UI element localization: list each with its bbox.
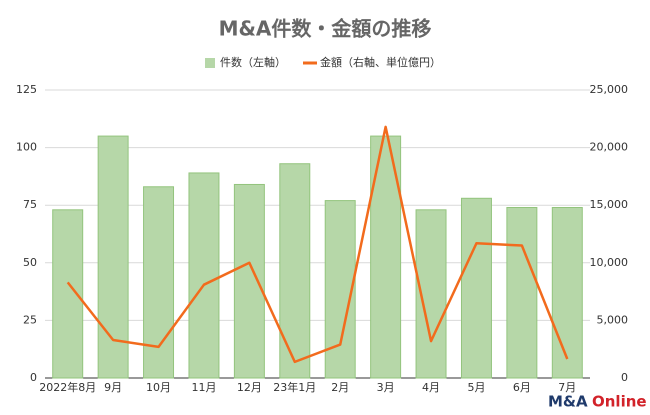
bar — [551, 207, 583, 379]
x-tick-label: 6月 — [513, 381, 531, 394]
y2-tick-label: 25,000 — [590, 83, 629, 96]
legend-label: 件数（左軸） — [220, 55, 286, 69]
x-tick-label: 11月 — [191, 381, 216, 394]
logo-part: M&A — [548, 393, 588, 411]
y2-tick-label: 20,000 — [590, 141, 629, 154]
bar — [188, 172, 220, 379]
x-tick-label: 5月 — [467, 381, 485, 394]
x-tick-label: 23年1月 — [273, 380, 316, 394]
y-tick-label: 75 — [23, 198, 37, 211]
y-tick-label: 50 — [23, 256, 37, 269]
x-tick-label: 7月 — [558, 381, 576, 394]
bar — [233, 183, 265, 379]
x-tick-label: 3月 — [377, 381, 395, 394]
line — [66, 125, 569, 364]
chart-title: M&A件数・金額の推移 — [219, 17, 432, 41]
y2-tick-label: 10,000 — [590, 256, 629, 269]
y2-tick-label: 5,000 — [597, 313, 629, 326]
logo-part: Online — [592, 393, 647, 411]
x-tick-label: 4月 — [422, 381, 440, 394]
legend-label: 金額（右軸、単位億円） — [320, 55, 441, 69]
legend-swatch — [205, 58, 215, 68]
y-tick-label: 25 — [23, 313, 37, 326]
x-tick-label: 9月 — [104, 381, 122, 394]
bar — [97, 135, 129, 379]
x-tick-label: 10月 — [146, 381, 171, 394]
x-tick-label: 2022年8月 — [39, 380, 96, 394]
bar — [143, 186, 175, 379]
y-tick-label: 0 — [30, 371, 37, 384]
x-tick-label: 2月 — [331, 381, 349, 394]
bar — [460, 197, 492, 379]
y-tick-label: 125 — [16, 83, 37, 96]
x-tick-label: 12月 — [237, 381, 262, 394]
bar — [506, 207, 538, 379]
y-tick-label: 100 — [16, 141, 37, 154]
y2-tick-label: 15,000 — [590, 198, 629, 211]
bar — [279, 163, 311, 379]
y2-tick-label: 0 — [621, 371, 628, 384]
